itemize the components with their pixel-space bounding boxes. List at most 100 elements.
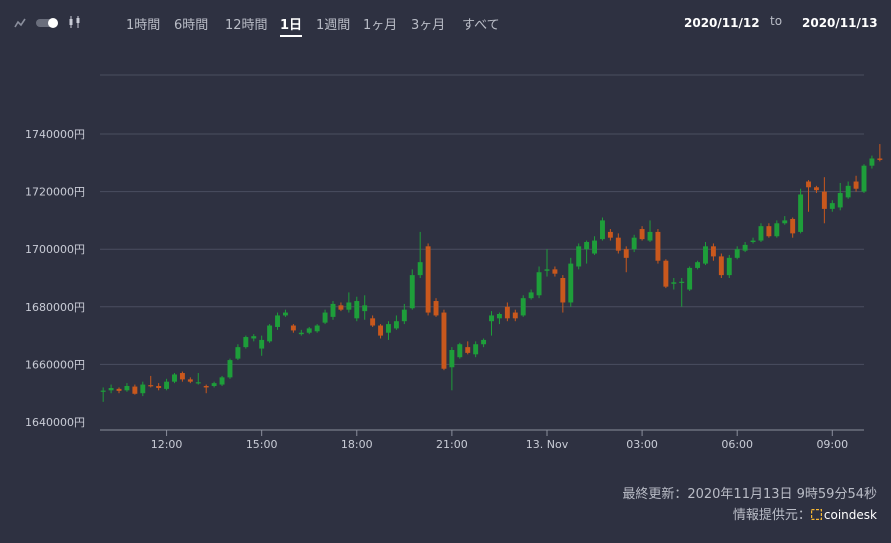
candlestick-series: [100, 144, 883, 402]
candle-up: [386, 324, 391, 333]
candle-up: [108, 388, 114, 391]
line-chart-icon[interactable]: [14, 14, 26, 33]
candle-down: [552, 269, 558, 274]
last-updated: 最終更新：2020年11月13日 9時59分54秒: [622, 487, 877, 502]
candle-up: [362, 305, 368, 312]
coindesk-brand[interactable]: coindesk: [823, 508, 877, 522]
candle-down: [853, 181, 859, 189]
candle-up: [837, 193, 843, 208]
candle-down: [370, 318, 376, 326]
toolbar: 1時間 6時間 12時間 1日 1週間 1ヶ月 3ヶ月 すべて 2020/11/…: [0, 0, 891, 48]
candle-up: [409, 275, 415, 309]
candle-up: [227, 360, 233, 378]
data-source: 情報提供元： coindesk: [733, 504, 877, 523]
x-tick-label: 06:00: [721, 438, 753, 451]
data-source-label: 情報提供元：: [732, 508, 811, 523]
y-tick-label: 1680000円: [25, 301, 85, 314]
candle-up: [195, 382, 201, 384]
candle-up: [782, 220, 788, 224]
candle-down: [821, 191, 827, 209]
candle-down: [465, 347, 471, 353]
candle-down: [607, 231, 613, 238]
candle-up: [861, 165, 867, 192]
chart-grid: [100, 74, 864, 365]
candle-up: [267, 325, 273, 342]
candle-up: [401, 309, 407, 322]
x-tick-label: 12:00: [151, 438, 183, 451]
candle-up: [298, 332, 304, 335]
candle-up: [314, 325, 320, 332]
y-tick-label: 1660000円: [25, 358, 85, 371]
tab-6h[interactable]: 6時間: [174, 18, 209, 33]
tab-12h[interactable]: 12時間: [225, 18, 268, 33]
candle-up: [726, 257, 732, 276]
candle-up: [164, 381, 170, 389]
candle-up: [322, 312, 328, 323]
x-tick-label: 21:00: [436, 438, 468, 451]
candle-up: [346, 302, 352, 310]
candle-up: [140, 384, 146, 394]
candle-up: [679, 281, 685, 283]
candle-up: [219, 377, 225, 385]
candle-down: [187, 379, 193, 382]
candle-up: [496, 314, 502, 319]
candle-down: [710, 246, 716, 257]
candle-up: [417, 262, 423, 276]
candle-down: [148, 385, 154, 387]
candle-up: [473, 344, 479, 355]
candle-up: [259, 339, 265, 349]
candle-up: [734, 249, 740, 258]
x-tick-label: 18:00: [341, 438, 373, 451]
candle-up: [243, 337, 249, 348]
x-tick-label: 03:00: [626, 438, 658, 451]
candle-down: [813, 187, 819, 191]
x-tick-label: 15:00: [246, 438, 278, 451]
candle-up: [172, 374, 177, 382]
candlestick-icon[interactable]: [68, 14, 82, 33]
candle-up: [568, 263, 574, 303]
date-from[interactable]: 2020/11/12: [684, 16, 760, 30]
candle-down: [615, 237, 621, 251]
candle-up: [584, 242, 590, 250]
candle-up: [536, 272, 542, 296]
date-range-separator: to: [770, 14, 783, 28]
candle-down: [560, 278, 566, 303]
tab-1d[interactable]: 1日: [280, 14, 303, 37]
candle-up: [798, 194, 804, 232]
x-tick-label: 13. Nov: [526, 438, 569, 451]
candle-up: [457, 344, 463, 358]
candle-up: [100, 390, 106, 392]
candle-down: [877, 158, 883, 160]
candle-down: [766, 226, 772, 237]
tab-3m[interactable]: 3ヶ月: [411, 18, 446, 33]
tab-1h[interactable]: 1時間: [126, 18, 161, 33]
y-tick-label: 1720000円: [25, 186, 85, 199]
tab-all[interactable]: すべて: [462, 18, 500, 33]
coindesk-logo-icon[interactable]: [810, 508, 824, 523]
candle-down: [156, 386, 162, 389]
candle-up: [758, 226, 764, 241]
candle-up: [489, 315, 494, 322]
candle-down: [132, 386, 138, 394]
candle-down: [623, 249, 629, 258]
date-to[interactable]: 2020/11/13: [802, 16, 878, 30]
candle-up: [275, 315, 280, 327]
candle-down: [718, 256, 724, 276]
tab-1m[interactable]: 1ヶ月: [363, 18, 398, 33]
candle-up: [544, 269, 550, 271]
candle-down: [338, 305, 344, 310]
chart-axes: 1640000円 1660000円 1680000円 1700000円 1720000円…: [25, 128, 864, 451]
candle-up: [869, 158, 875, 166]
toggle-icon[interactable]: [36, 14, 60, 33]
candle-up: [774, 223, 780, 237]
candle-down: [504, 306, 510, 319]
candle-down: [425, 246, 431, 313]
candle-up: [647, 231, 653, 241]
candle-down: [790, 218, 796, 234]
candle-up: [393, 321, 399, 329]
candle-up: [211, 383, 217, 386]
candle-up: [576, 246, 582, 267]
tab-1w[interactable]: 1週間: [316, 18, 351, 33]
candle-up: [695, 262, 701, 268]
candle-up: [481, 339, 487, 345]
